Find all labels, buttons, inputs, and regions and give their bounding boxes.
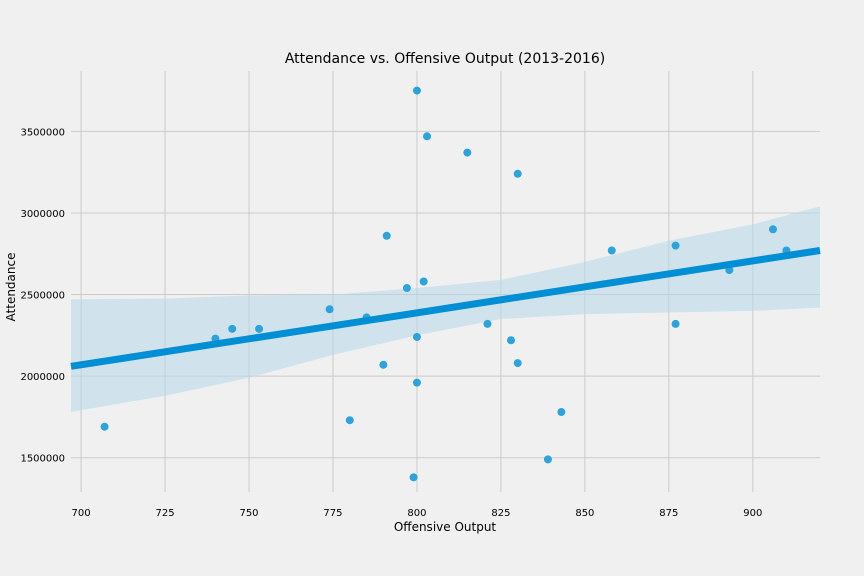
data-point [419, 277, 428, 286]
data-point [402, 284, 411, 293]
data-point [423, 132, 432, 141]
x-tick-label: 900 [743, 508, 762, 519]
y-tick-labels: 1500000 2000000 2500000 3000000 3500000 [20, 127, 65, 464]
x-tick-label: 750 [239, 508, 258, 519]
y-tick-label: 3000000 [20, 209, 65, 220]
x-axis-label: Offensive Output [394, 520, 497, 534]
x-tick-label: 700 [72, 508, 91, 519]
data-point [382, 231, 391, 240]
y-tick-label: 3500000 [20, 127, 65, 138]
data-point [543, 455, 552, 464]
data-point [506, 336, 515, 345]
regression-line [70, 247, 821, 370]
x-tick-label: 725 [155, 508, 174, 519]
chart-title: Attendance vs. Offensive Output (2013-20… [285, 51, 605, 67]
x-tick-labels: 700 725 750 775 800 825 850 875 900 [72, 508, 763, 519]
regression-line-layer [70, 247, 821, 370]
data-point [513, 359, 522, 368]
data-point [255, 324, 264, 333]
data-point [412, 332, 421, 341]
points-layer [100, 86, 791, 482]
data-point [513, 169, 522, 178]
data-point [412, 378, 421, 387]
x-tick-label: 775 [323, 508, 342, 519]
data-point [463, 148, 472, 157]
y-axis-label: Attendance [4, 253, 18, 322]
data-point [671, 319, 680, 328]
data-point [671, 241, 680, 250]
y-tick-label: 1500000 [20, 454, 65, 465]
data-point [228, 324, 237, 333]
x-tick-label: 825 [491, 508, 510, 519]
data-point [412, 86, 421, 95]
data-point [607, 246, 616, 255]
data-point [409, 473, 418, 482]
data-point [379, 360, 388, 369]
x-tick-label: 875 [659, 508, 678, 519]
y-tick-label: 2000000 [20, 372, 65, 383]
data-point [557, 408, 566, 417]
grid [71, 71, 820, 492]
x-tick-label: 850 [575, 508, 594, 519]
data-point [768, 225, 777, 234]
data-point [483, 319, 492, 328]
data-point [345, 416, 354, 425]
x-tick-label: 800 [407, 508, 426, 519]
data-point [325, 305, 334, 314]
data-point [100, 422, 109, 431]
y-tick-label: 2500000 [20, 291, 65, 302]
